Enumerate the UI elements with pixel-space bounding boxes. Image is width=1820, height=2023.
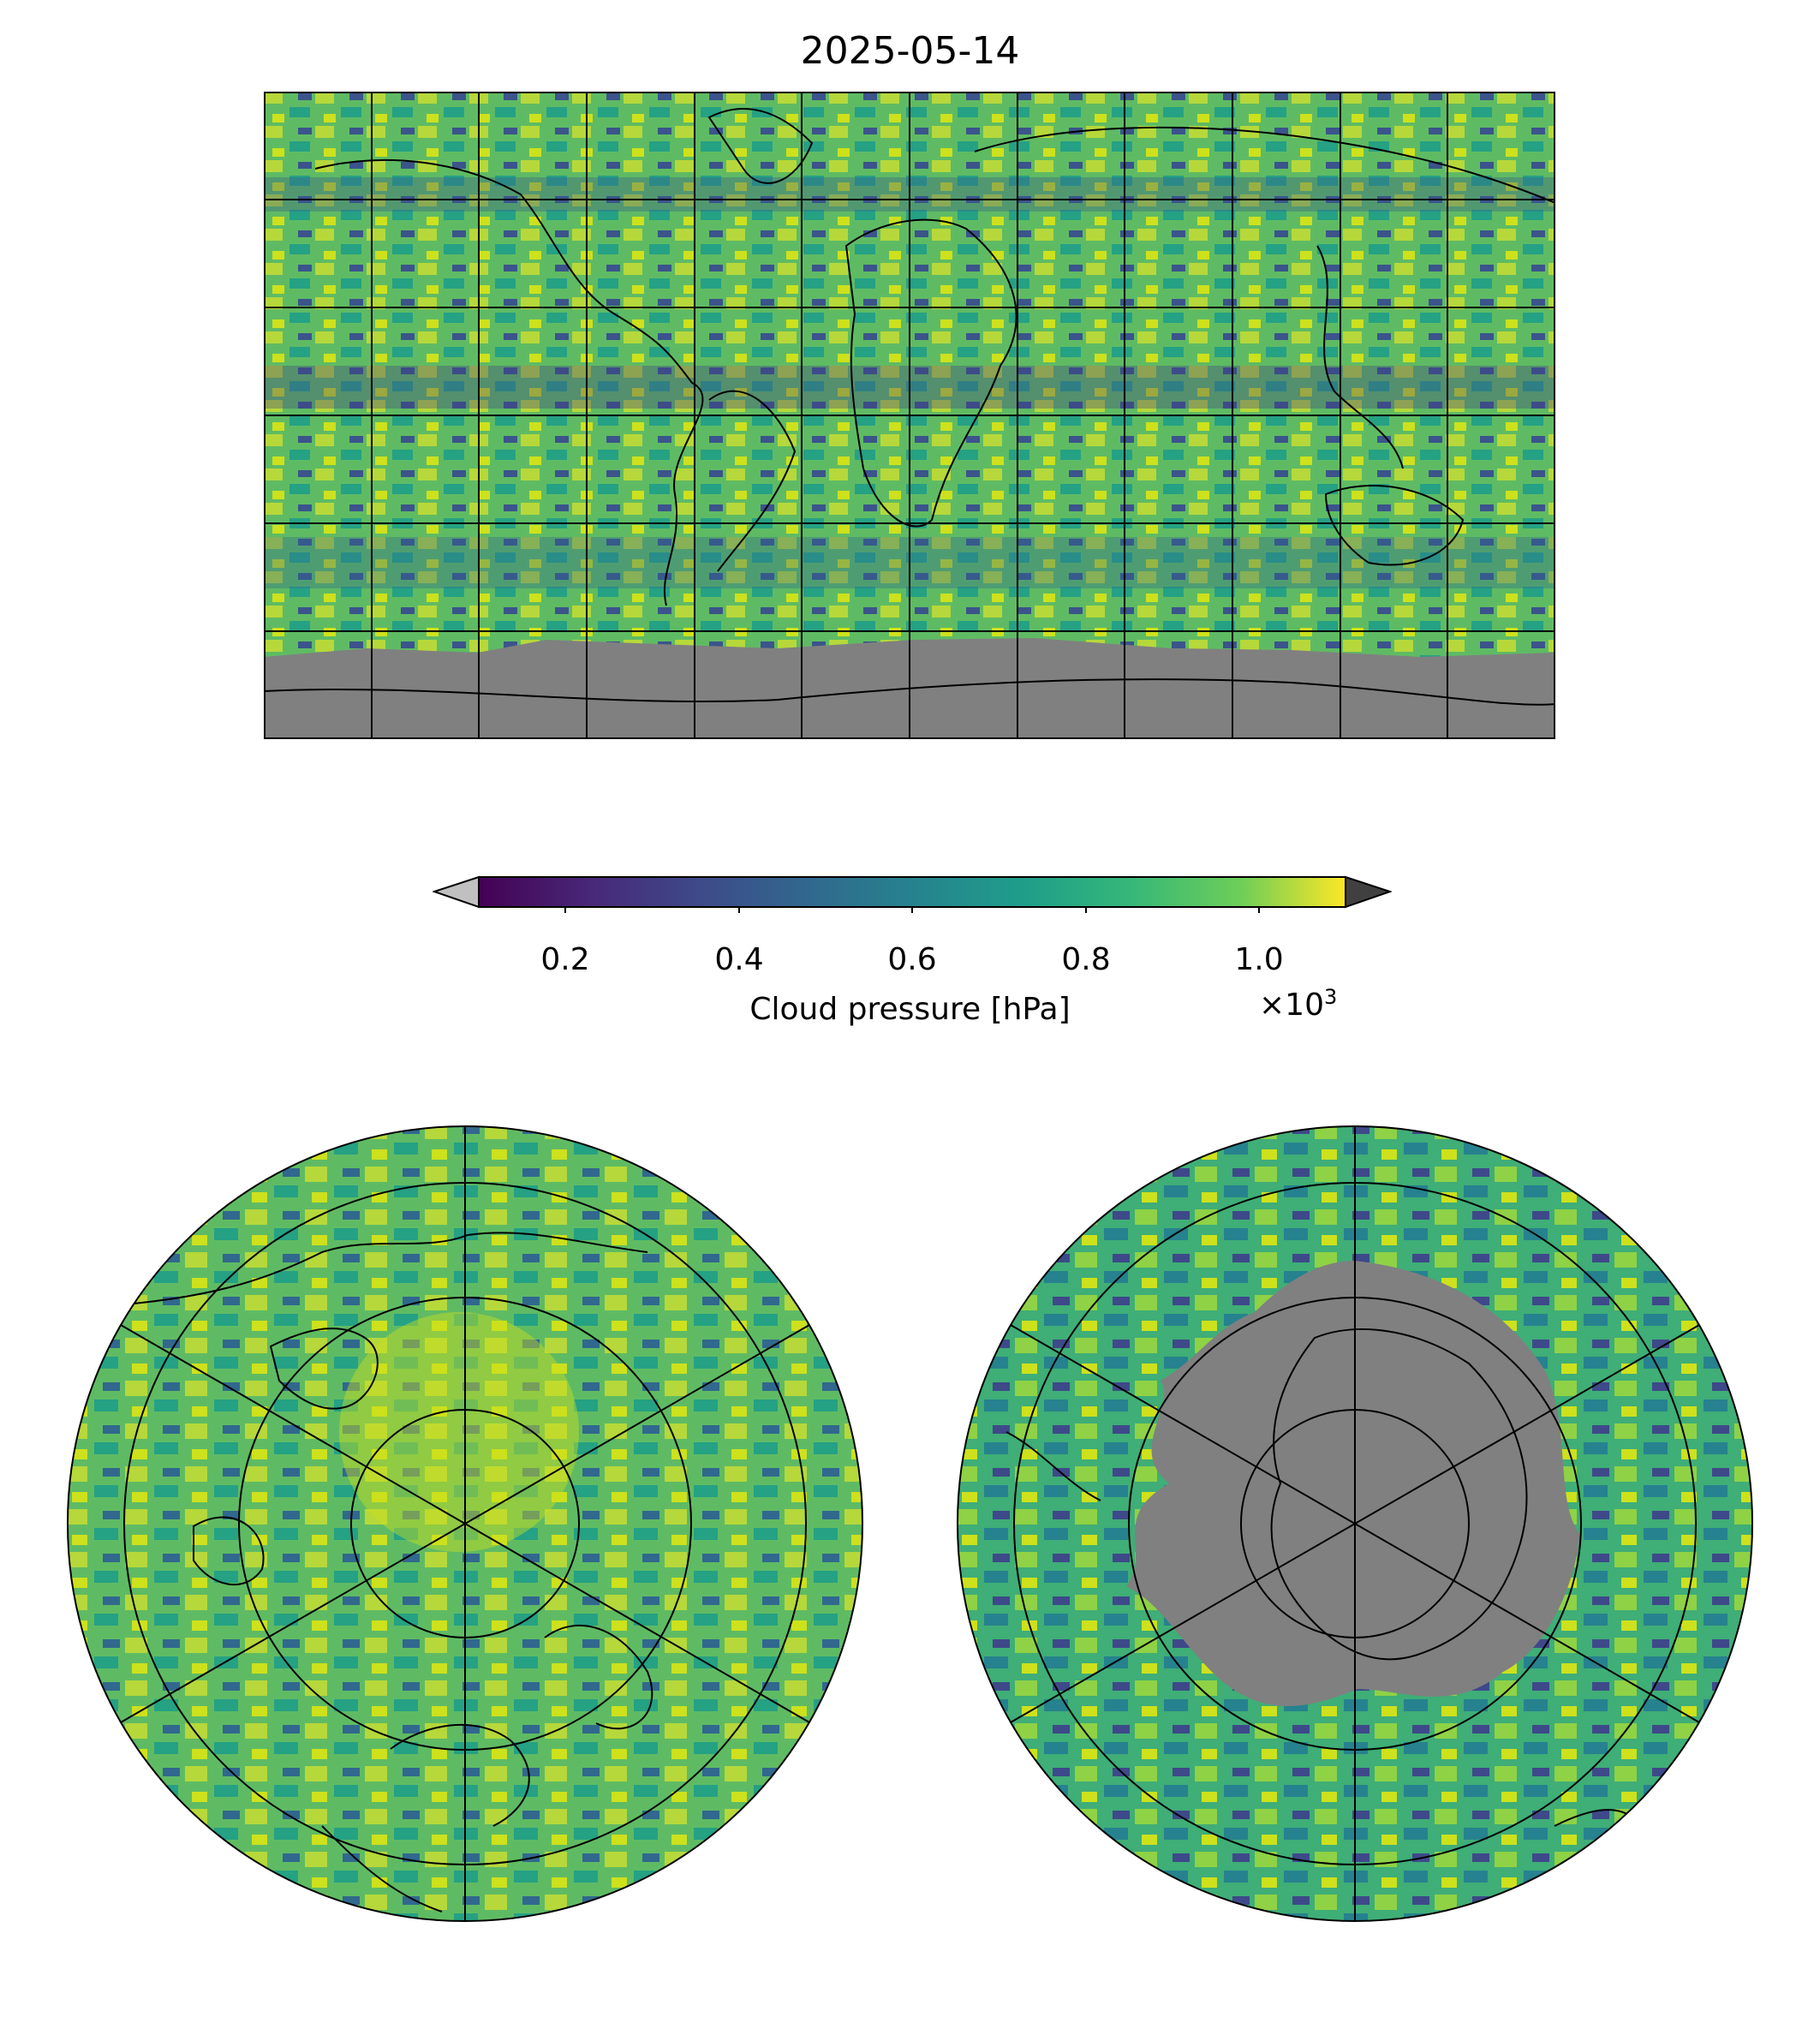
- graticule: [1010, 1126, 1700, 1921]
- colorbar-under-arrow: [433, 875, 480, 909]
- graticule: [264, 92, 1555, 739]
- north-polar-map: [65, 1124, 865, 1924]
- colorbar-tick-label: 1.0: [1234, 942, 1284, 977]
- south-polar-map: [955, 1124, 1755, 1924]
- south-polar-svg: [957, 1125, 1753, 1922]
- graticule: [120, 1126, 810, 1921]
- colorbar-tick-label: 0.8: [1061, 942, 1111, 977]
- colorbar: [433, 875, 1392, 913]
- coastlines: [264, 108, 1555, 706]
- colorbar-tick-label: 0.6: [887, 942, 937, 977]
- antarctica-nodata: [1126, 1261, 1580, 1706]
- colorbar-tick-label: 0.4: [714, 942, 764, 977]
- global-map: [264, 92, 1555, 739]
- colorbar-over-arrow: [1345, 875, 1392, 909]
- coastlines: [133, 1232, 653, 1913]
- colorbar-svg: [433, 875, 1392, 913]
- figure-title: 2025-05-14: [800, 29, 1020, 73]
- north-polar-svg: [67, 1125, 863, 1922]
- colorbar-tick-label: 0.2: [540, 942, 590, 977]
- colorbar-label: Cloud pressure [hPa]: [749, 992, 1071, 1027]
- global-map-svg: [264, 92, 1555, 739]
- colorbar-gradient: [478, 876, 1346, 908]
- colorbar-multiplier: ×103: [1259, 985, 1338, 1023]
